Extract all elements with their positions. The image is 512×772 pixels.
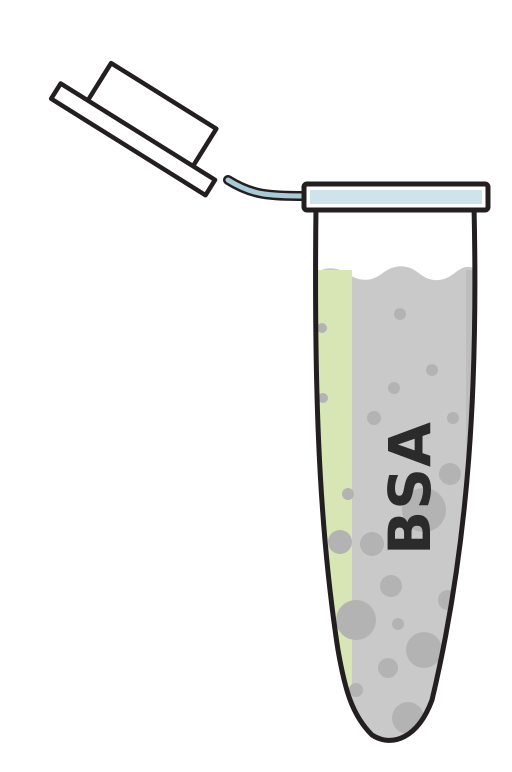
bubble	[342, 488, 354, 500]
bubble	[367, 411, 381, 425]
cap-hinge-fill	[225, 177, 309, 199]
tube-rim-fill	[310, 190, 482, 204]
bubble	[388, 382, 400, 394]
bubble	[349, 683, 363, 697]
bubble	[328, 530, 352, 554]
tube-cap-icon	[48, 60, 219, 198]
bubble	[360, 532, 384, 556]
bubble	[447, 412, 459, 424]
bubbles	[317, 308, 461, 734]
bubble	[380, 575, 402, 597]
bubble	[439, 463, 461, 485]
bubble	[394, 308, 406, 320]
bubble	[406, 632, 442, 668]
bubble	[426, 364, 438, 376]
tube-outline	[313, 203, 478, 743]
liquid-edge-highlight	[315, 270, 352, 741]
bubble	[402, 488, 446, 532]
bubble	[336, 600, 376, 640]
tube-contents	[315, 266, 475, 741]
bubble	[378, 658, 398, 678]
bubble	[317, 323, 327, 333]
bubble	[392, 618, 404, 630]
microcentrifuge-tube-icon	[301, 181, 491, 743]
cap-flange	[48, 81, 218, 198]
bubble	[392, 702, 424, 734]
tube-label: BSA	[376, 421, 444, 555]
bubble	[318, 393, 328, 403]
